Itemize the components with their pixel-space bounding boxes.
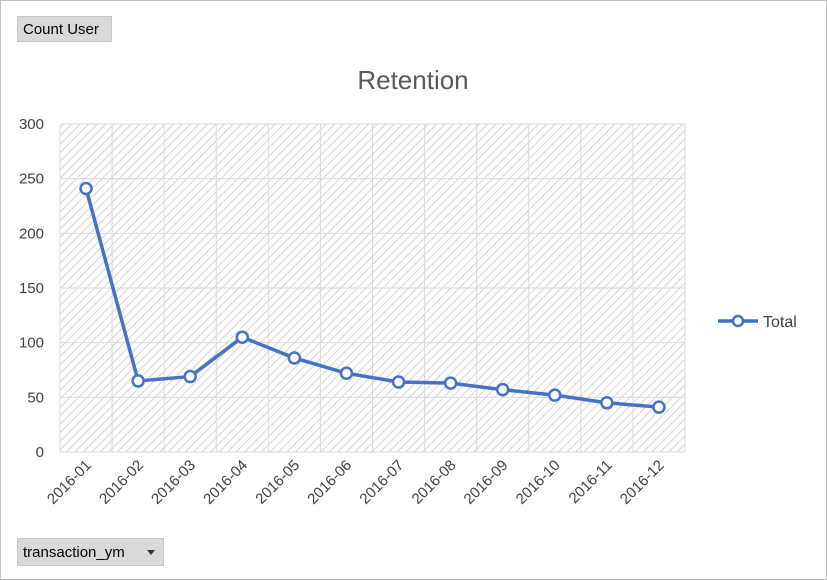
- value-field-button[interactable]: Count User: [17, 16, 112, 42]
- y-tick-label: 150: [19, 280, 44, 297]
- y-tick-label: 200: [19, 225, 44, 242]
- x-tick-label: 2016-12: [617, 457, 668, 508]
- data-point: [235, 330, 250, 344]
- series-total: [79, 181, 666, 414]
- data-point: [652, 400, 666, 414]
- y-tick-label: 50: [27, 389, 44, 406]
- y-tick-label: 0: [36, 444, 44, 461]
- value-field-label: Count User: [23, 20, 99, 38]
- data-point: [287, 351, 302, 365]
- data-point: [495, 382, 510, 397]
- x-tick-label: 2016-01: [44, 457, 95, 508]
- x-tick-label: 2016-03: [148, 457, 199, 508]
- x-tick-label: 2016-02: [96, 457, 147, 508]
- legend: Total: [718, 314, 797, 331]
- x-tick-label: 2016-06: [304, 457, 355, 508]
- x-tick-label: 2016-05: [252, 457, 303, 508]
- x-tick-label: 2016-07: [356, 457, 407, 508]
- series-line: [84, 188, 660, 409]
- legend-marker: [731, 314, 745, 328]
- x-tick-label: 2016-04: [200, 457, 251, 508]
- x-tick-label: 2016-09: [461, 457, 512, 508]
- dropdown-arrow-icon: [147, 550, 155, 555]
- x-tick-label: 2016-08: [408, 457, 459, 508]
- y-tick-label: 100: [19, 335, 44, 352]
- data-point: [79, 181, 93, 196]
- data-point: [548, 388, 562, 402]
- y-tick-label: 300: [19, 116, 44, 133]
- x-tick-label: 2016-11: [566, 457, 616, 507]
- data-point: [131, 374, 145, 388]
- x-tick-label: 2016-10: [513, 457, 564, 508]
- y-axis: 0 50 100 150 200 250 300: [19, 116, 44, 461]
- data-point: [339, 366, 354, 381]
- axis-field-label: transaction_ym: [23, 543, 125, 561]
- x-axis: 2016-01 2016-02 2016-03 2016-04 2016-05 2016-…: [44, 457, 668, 508]
- data-point: [391, 375, 406, 389]
- data-point: [443, 376, 458, 390]
- chart-title: Retention: [357, 65, 468, 95]
- legend-label: Total: [763, 314, 797, 331]
- y-tick-label: 250: [19, 171, 44, 188]
- data-point: [600, 396, 614, 410]
- axis-field-dropdown[interactable]: transaction_ym: [17, 538, 164, 566]
- data-point: [183, 369, 197, 384]
